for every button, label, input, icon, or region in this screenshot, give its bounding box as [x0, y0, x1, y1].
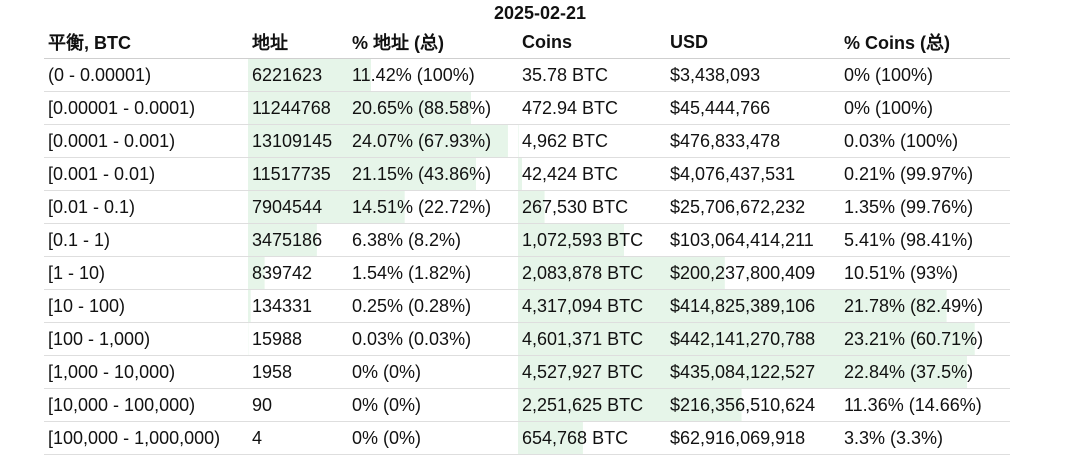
cell-coins: 2,251,625 BTC	[518, 388, 666, 422]
cell-usd: $3,438,093	[666, 58, 840, 92]
cell-coins: 2,083,878 BTC	[518, 256, 666, 290]
cell-address-count: 4	[248, 421, 348, 455]
table-row: [100 - 1,000) 15988 0.03% (0.03%) 4,601,371…	[44, 322, 1010, 356]
table-row: [0.01 - 0.1) 7904544 14.51% (22.72%) 267,53…	[44, 190, 1010, 224]
cell-address-count: 11244768	[248, 91, 348, 125]
cell-balance-range: [100,000 - 1,000,000)	[44, 421, 248, 455]
cell-usd: $62,916,069,918	[666, 421, 840, 455]
table-row: [1,000 - 10,000) 1958 0% (0%) 4,527,927 BTC…	[44, 355, 1010, 389]
cell-pct-coins: 22.84% (37.5%)	[840, 355, 1010, 389]
cell-balance-range: [0.01 - 0.1)	[44, 190, 248, 224]
cell-pct-coins: 0.03% (100%)	[840, 124, 1010, 158]
cell-pct-addresses: 14.51% (22.72%)	[348, 190, 518, 224]
cell-usd: $216,356,510,624	[666, 388, 840, 422]
cell-address-count: 90	[248, 388, 348, 422]
header-coins: Coins	[518, 26, 666, 59]
cell-usd: $25,706,672,232	[666, 190, 840, 224]
table-row: [100,000 - 1,000,000) 4 0% (0%) 654,768 BTC…	[44, 421, 1010, 455]
cell-coins: 1,072,593 BTC	[518, 223, 666, 257]
cell-balance-range: [100 - 1,000)	[44, 322, 248, 356]
table-row: [0.0001 - 0.001) 13109145 24.07% (67.93%) 4…	[44, 124, 1010, 158]
cell-coins: 4,317,094 BTC	[518, 289, 666, 323]
cell-balance-range: [0.1 - 1)	[44, 223, 248, 257]
cell-usd: $103,064,414,211	[666, 223, 840, 257]
cell-pct-coins: 11.36% (14.66%)	[840, 388, 1010, 422]
cell-balance-range: [1 - 10)	[44, 256, 248, 290]
table-row: [10,000 - 100,000) 90 0% (0%) 2,251,625 BTC…	[44, 388, 1010, 422]
header-usd: USD	[666, 26, 840, 59]
table-row: [0.00001 - 0.0001) 11244768 20.65% (88.58%…	[44, 91, 1010, 125]
cell-balance-range: [1,000 - 10,000)	[44, 355, 248, 389]
cell-pct-addresses: 21.15% (43.86%)	[348, 157, 518, 191]
cell-coins: 35.78 BTC	[518, 58, 666, 92]
cell-coins: 42,424 BTC	[518, 157, 666, 191]
cell-pct-addresses: 0.03% (0.03%)	[348, 322, 518, 356]
cell-coins: 472.94 BTC	[518, 91, 666, 125]
cell-usd: $4,076,437,531	[666, 157, 840, 191]
cell-address-count: 6221623	[248, 58, 348, 92]
cell-pct-coins: 0.21% (99.97%)	[840, 157, 1010, 191]
header-addresses: 地址	[248, 26, 348, 59]
cell-pct-coins: 3.3% (3.3%)	[840, 421, 1010, 455]
table-row: [0.001 - 0.01) 11517735 21.15% (43.86%) 42,…	[44, 157, 1010, 191]
cell-usd: $442,141,270,788	[666, 322, 840, 356]
header-pct-coins: % Coins (总)	[840, 26, 1010, 59]
table-row: [1 - 10) 839742 1.54% (1.82%) 2,083,878 BTC…	[44, 256, 1010, 290]
cell-pct-addresses: 6.38% (8.2%)	[348, 223, 518, 257]
cell-pct-coins: 23.21% (60.71%)	[840, 322, 1010, 356]
cell-balance-range: [0.00001 - 0.0001)	[44, 91, 248, 125]
cell-address-count: 13109145	[248, 124, 348, 158]
cell-balance-range: [10 - 100)	[44, 289, 248, 323]
cell-usd: $45,444,766	[666, 91, 840, 125]
table-header-row: 平衡, BTC 地址 % 地址 (总) Coins USD % Coins (总…	[44, 26, 1010, 59]
cell-pct-coins: 21.78% (82.49%)	[840, 289, 1010, 323]
cell-coins: 4,601,371 BTC	[518, 322, 666, 356]
cell-pct-addresses: 0% (0%)	[348, 355, 518, 389]
cell-coins: 267,530 BTC	[518, 190, 666, 224]
cell-pct-addresses: 11.42% (100%)	[348, 58, 518, 92]
cell-coins: 654,768 BTC	[518, 421, 666, 455]
cell-address-count: 134331	[248, 289, 348, 323]
table-row: (0 - 0.00001) 6221623 11.42% (100%) 35.78 B…	[44, 58, 1010, 92]
cell-usd: $414,825,389,106	[666, 289, 840, 323]
cell-address-count: 15988	[248, 322, 348, 356]
header-balance: 平衡, BTC	[44, 26, 248, 59]
cell-pct-addresses: 1.54% (1.82%)	[348, 256, 518, 290]
table-row: [0.1 - 1) 3475186 6.38% (8.2%) 1,072,593 BT…	[44, 223, 1010, 257]
cell-pct-addresses: 0% (0%)	[348, 421, 518, 455]
cell-pct-coins: 5.41% (98.41%)	[840, 223, 1010, 257]
header-pct-addresses: % 地址 (总)	[348, 26, 518, 59]
cell-balance-range: [10,000 - 100,000)	[44, 388, 248, 422]
cell-pct-coins: 10.51% (93%)	[840, 256, 1010, 290]
table-row: [10 - 100) 134331 0.25% (0.28%) 4,317,094 B…	[44, 289, 1010, 323]
distribution-table: 平衡, BTC 地址 % 地址 (总) Coins USD % Coins (总…	[44, 26, 1010, 455]
cell-pct-coins: 0% (100%)	[840, 91, 1010, 125]
cell-pct-coins: 0% (100%)	[840, 58, 1010, 92]
cell-usd: $200,237,800,409	[666, 256, 840, 290]
cell-address-count: 839742	[248, 256, 348, 290]
cell-pct-addresses: 24.07% (67.93%)	[348, 124, 518, 158]
cell-balance-range: [0.001 - 0.01)	[44, 157, 248, 191]
cell-coins: 4,962 BTC	[518, 124, 666, 158]
cell-address-count: 7904544	[248, 190, 348, 224]
cell-balance-range: (0 - 0.00001)	[44, 58, 248, 92]
cell-address-count: 3475186	[248, 223, 348, 257]
cell-usd: $476,833,478	[666, 124, 840, 158]
cell-balance-range: [0.0001 - 0.001)	[44, 124, 248, 158]
cell-pct-addresses: 0% (0%)	[348, 388, 518, 422]
cell-coins: 4,527,927 BTC	[518, 355, 666, 389]
page-title: 2025-02-21	[493, 3, 587, 23]
cell-address-count: 11517735	[248, 157, 348, 191]
cell-pct-addresses: 20.65% (88.58%)	[348, 91, 518, 125]
cell-usd: $435,084,122,527	[666, 355, 840, 389]
cell-address-count: 1958	[248, 355, 348, 389]
cell-pct-coins: 1.35% (99.76%)	[840, 190, 1010, 224]
cell-pct-addresses: 0.25% (0.28%)	[348, 289, 518, 323]
